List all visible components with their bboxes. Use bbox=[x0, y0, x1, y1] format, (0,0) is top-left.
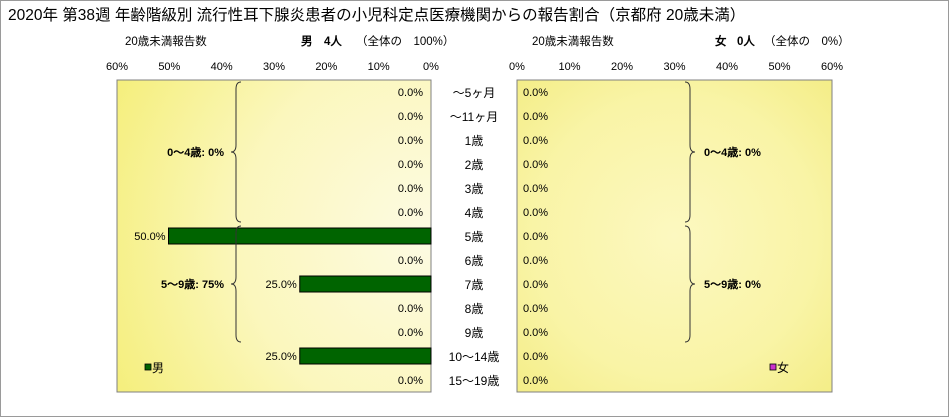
female-value-label: 0.0% bbox=[523, 231, 548, 243]
male-value-label: 0.0% bbox=[398, 87, 423, 99]
age-category-label: 8歳 bbox=[465, 302, 484, 316]
male-value-label: 0.0% bbox=[398, 303, 423, 315]
male-bar bbox=[299, 347, 432, 365]
female-value-label: 0.0% bbox=[523, 255, 548, 267]
left-share-label: （全体の 100%） bbox=[356, 36, 455, 48]
female-group-label: 5～9歳: 0% bbox=[704, 277, 761, 291]
left-x-tick-label: 40% bbox=[211, 61, 233, 73]
female-value-label: 0.0% bbox=[523, 327, 548, 339]
male-bar bbox=[299, 275, 432, 293]
right-share-label: （全体の 0%） bbox=[764, 36, 850, 48]
male-legend-label: 男 bbox=[152, 361, 164, 375]
male-value-label: 0.0% bbox=[398, 159, 423, 171]
male-value-label: 0.0% bbox=[398, 207, 423, 219]
female-value-label: 0.0% bbox=[523, 183, 548, 195]
female-legend-swatch bbox=[769, 363, 777, 371]
age-category-label: ～5ヶ月 bbox=[453, 86, 496, 100]
male-legend-swatch bbox=[144, 363, 152, 371]
right-x-tick-label: 60% bbox=[821, 61, 843, 73]
right-x-tick-label: 30% bbox=[663, 61, 685, 73]
left-count-value: 4人 bbox=[324, 36, 342, 48]
left-x-tick-label: 60% bbox=[106, 61, 128, 73]
age-category-label: 5歳 bbox=[465, 230, 484, 244]
male-value-label: 0.0% bbox=[398, 255, 423, 267]
age-category-label: 1歳 bbox=[465, 134, 484, 148]
chart-title: 2020年 第38週 年齢階級別 流行性耳下腺炎患者の小児科定点医療機関からの報… bbox=[8, 7, 746, 24]
right-x-tick-label: 50% bbox=[768, 61, 790, 73]
male-value-label: 25.0% bbox=[266, 351, 297, 363]
age-category-label: 7歳 bbox=[465, 278, 484, 292]
right-count-label: 20歳未満報告数 bbox=[532, 36, 614, 48]
male-value-label: 50.0% bbox=[134, 231, 165, 243]
female-value-label: 0.0% bbox=[523, 375, 548, 387]
age-category-label: 9歳 bbox=[465, 326, 484, 340]
age-category-label: 10～14歳 bbox=[449, 350, 500, 364]
male-value-label: 0.0% bbox=[398, 375, 423, 387]
male-value-label: 0.0% bbox=[398, 327, 423, 339]
left-count-label: 20歳未満報告数 bbox=[125, 36, 207, 48]
male-bar bbox=[168, 227, 432, 245]
male-group-label: 5～9歳: 75% bbox=[161, 277, 224, 291]
group-brace bbox=[230, 81, 242, 223]
female-value-label: 0.0% bbox=[523, 111, 548, 123]
right-plot-area bbox=[516, 79, 833, 393]
male-value-label: 25.0% bbox=[266, 279, 297, 291]
male-value-label: 0.0% bbox=[398, 183, 423, 195]
right-x-tick-label: 20% bbox=[611, 61, 633, 73]
left-sex-label: 男 bbox=[301, 36, 313, 48]
female-value-label: 0.0% bbox=[523, 303, 548, 315]
age-category-label: 2歳 bbox=[465, 158, 484, 172]
male-value-label: 0.0% bbox=[398, 135, 423, 147]
right-sex-label: 女 bbox=[715, 36, 727, 48]
left-x-tick-label: 30% bbox=[263, 61, 285, 73]
female-value-label: 0.0% bbox=[523, 87, 548, 99]
male-value-label: 0.0% bbox=[398, 111, 423, 123]
age-category-label: 3歳 bbox=[465, 182, 484, 196]
group-brace bbox=[684, 225, 696, 343]
group-brace bbox=[684, 81, 696, 223]
group-brace bbox=[230, 225, 242, 343]
male-group-label: 0～4歳: 0% bbox=[167, 145, 224, 159]
age-category-label: ～11ヶ月 bbox=[450, 110, 498, 124]
female-value-label: 0.0% bbox=[523, 351, 548, 363]
female-legend-label: 女 bbox=[777, 360, 789, 375]
age-category-label: 15～19歳 bbox=[449, 374, 500, 388]
right-x-tick-label: 0% bbox=[509, 61, 525, 73]
female-value-label: 0.0% bbox=[523, 279, 548, 291]
left-x-tick-label: 50% bbox=[158, 61, 180, 73]
left-x-tick-label: 20% bbox=[315, 61, 337, 73]
right-x-tick-label: 40% bbox=[716, 61, 738, 73]
right-count-value: 0人 bbox=[737, 36, 755, 48]
left-x-tick-label: 0% bbox=[423, 61, 439, 73]
age-category-label: 4歳 bbox=[465, 206, 484, 220]
female-value-label: 0.0% bbox=[523, 135, 548, 147]
left-x-tick-label: 10% bbox=[368, 61, 390, 73]
age-category-label: 6歳 bbox=[465, 254, 484, 268]
female-value-label: 0.0% bbox=[523, 207, 548, 219]
female-group-label: 0～4歳: 0% bbox=[704, 145, 761, 159]
female-value-label: 0.0% bbox=[523, 159, 548, 171]
right-x-tick-label: 10% bbox=[558, 61, 580, 73]
